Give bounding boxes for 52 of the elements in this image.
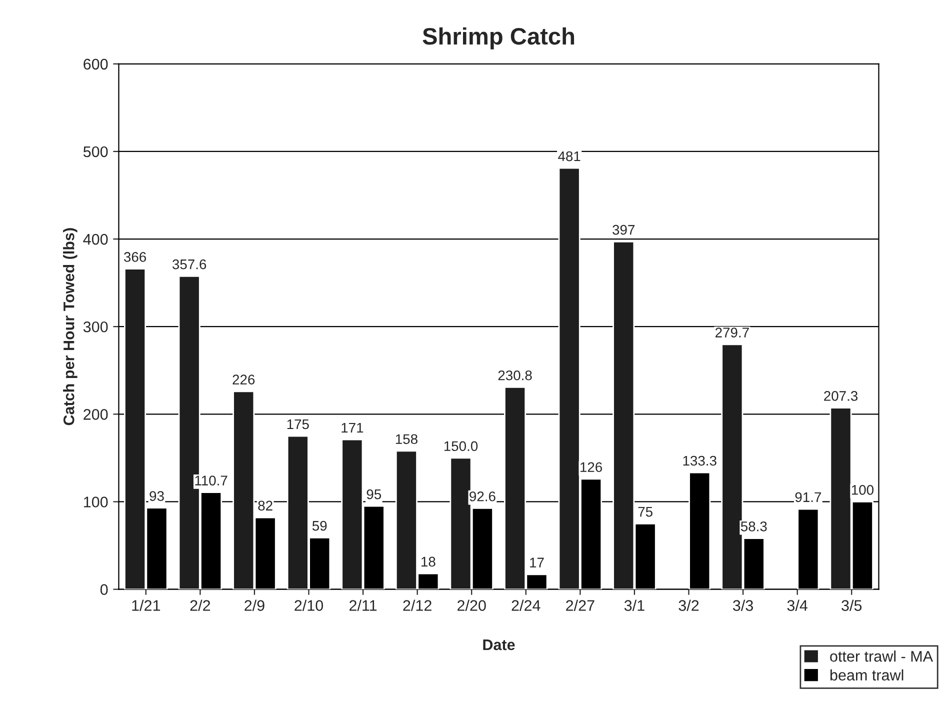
data-label: 357.6	[172, 259, 206, 270]
data-label: 100	[852, 484, 874, 495]
data-label: 158	[396, 434, 418, 444]
data-label: 110.7	[195, 476, 228, 486]
x-tick-label: 2/24	[512, 600, 540, 611]
legend-label: otter trawl - MA	[830, 650, 934, 662]
data-label: 91.7	[795, 492, 821, 502]
data-label: 226	[232, 374, 255, 384]
data-label: 126	[580, 462, 602, 472]
data-label: 92.6	[470, 491, 496, 502]
x-tick-label: 3/2	[678, 600, 699, 611]
data-label: 59	[312, 520, 327, 531]
x-tick-label: 3/1	[624, 600, 644, 611]
data-label: 150.0	[444, 441, 478, 452]
x-tick-label: 3/5	[842, 600, 862, 611]
data-label: 481	[558, 151, 580, 162]
x-tick-label: 3/4	[787, 600, 808, 611]
data-label: 82	[258, 500, 272, 511]
x-tick-label: 2/10	[294, 600, 324, 611]
y-tick-label: 200	[84, 409, 108, 420]
legend-label: beam trawl	[830, 669, 904, 681]
x-tick-label: 2/9	[244, 600, 264, 611]
x-tick-label: 2/2	[190, 600, 210, 611]
x-tick-label: 2/20	[458, 600, 486, 611]
x-tick-label: 1/21	[132, 600, 160, 611]
y-axis-title: Catch per Hour Towed (lbs)	[63, 228, 78, 426]
data-label: 58.3	[740, 522, 767, 532]
x-tick-label: 2/27	[566, 600, 594, 611]
y-tick-label: 500	[83, 146, 108, 158]
data-label: 133.3	[683, 456, 716, 466]
data-label: 366	[124, 252, 146, 262]
data-label: 397	[612, 224, 634, 235]
data-label: 75	[638, 507, 652, 517]
y-tick-label: 400	[83, 234, 108, 245]
y-tick-label: 0	[100, 584, 108, 595]
data-label: 17	[530, 558, 544, 568]
y-tick-label: 100	[84, 496, 108, 508]
data-label: 171	[342, 422, 364, 433]
x-axis-title: Date	[483, 640, 515, 650]
y-tick-label: 300	[83, 321, 108, 332]
x-tick-label: 2/12	[403, 600, 432, 611]
data-label: 93	[150, 491, 164, 501]
x-tick-label: 2/11	[350, 600, 377, 611]
y-tick-label: 600	[84, 58, 108, 70]
data-label: 230.8	[498, 370, 532, 380]
data-label: 279.7	[716, 328, 749, 338]
chart-title: Shrimp Catch	[422, 27, 574, 50]
x-tick-label: 3/3	[733, 600, 753, 611]
data-label: 18	[422, 556, 436, 567]
data-label: 207.3	[824, 391, 858, 401]
data-label: 95	[366, 489, 382, 500]
data-label: 175	[287, 419, 309, 430]
